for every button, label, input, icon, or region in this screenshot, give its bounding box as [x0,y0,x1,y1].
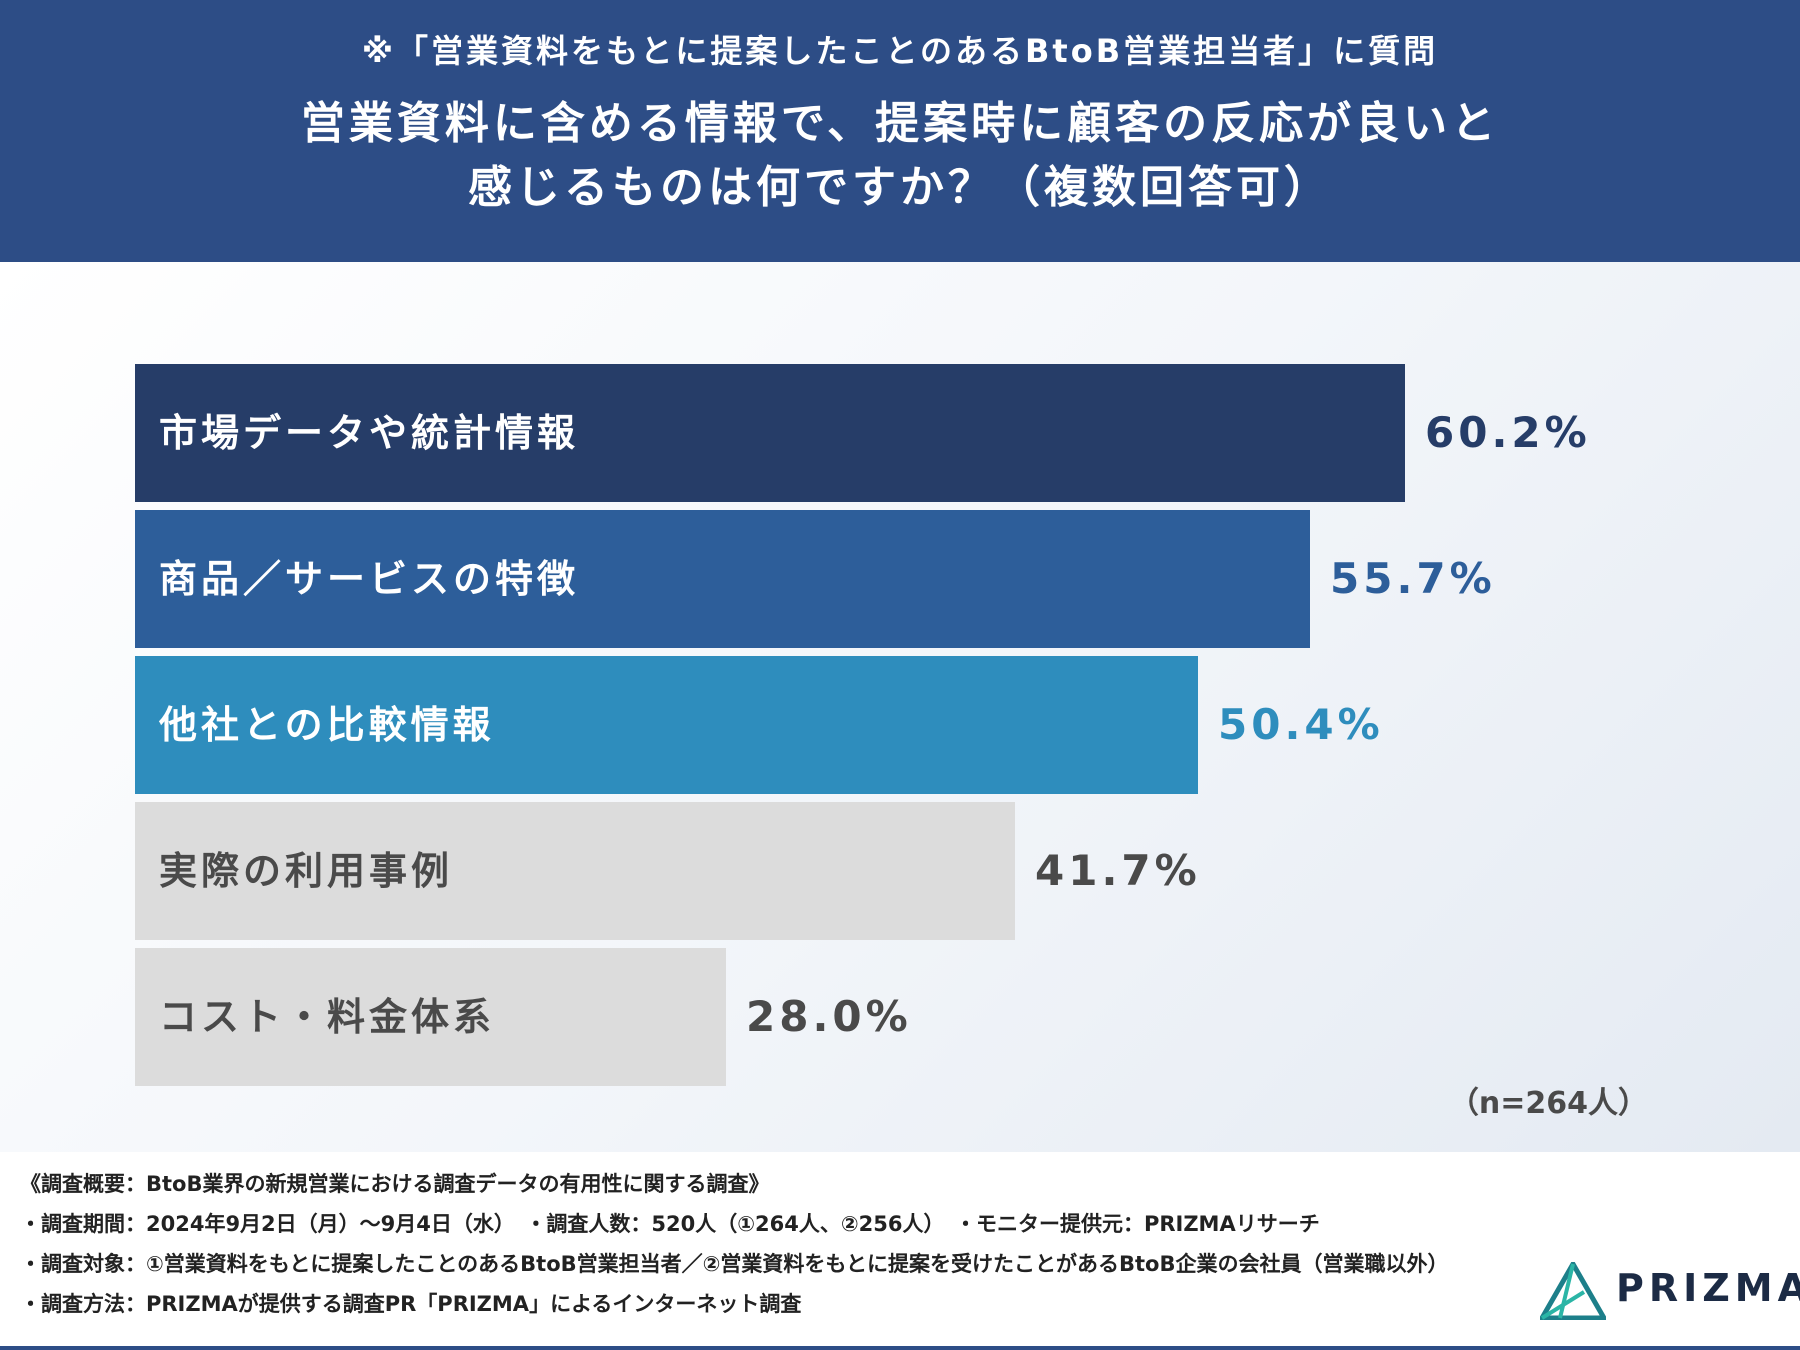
bar-value-2: 55.7% [1330,554,1496,603]
survey-target: ・調査対象：①営業資料をもとに提案したことのあるBtoB営業担当者／②営業資料を… [20,1252,1449,1276]
chart-title-line-1: 営業資料に含める情報で、提案時に顧客の反応が良いと [300,98,1500,149]
bar-value-5: 28.0% [746,992,912,1041]
chart-title: 営業資料に含める情報で、提案時に顧客の反応が良いと 感じるものは何ですか？（複数… [0,92,1800,220]
bar-label-4: 実際の利用事例 [159,849,454,893]
prizma-logo-text: PRIZMA [1616,1266,1800,1310]
sample-size-note: （n=264人） [1448,1086,1648,1121]
plot-area: 市場データや統計情報 60.2% 商品／サービスの特徴 55.7% 他社との比較情報 50… [0,262,1800,1152]
bar-4: 実際の利用事例 [135,802,1015,940]
bar-label-2: 商品／サービスの特徴 [159,557,580,601]
survey-footer: 《調査概要：BtoB業界の新規営業における調査データの有用性に関する調査》 ・調… [0,1152,1800,1350]
bar-5: コスト・料金体系 [135,948,726,1086]
bar-value-1: 60.2% [1425,408,1591,457]
bar-label-5: コスト・料金体系 [159,995,496,1039]
bar-label-1: 市場データや統計情報 [159,411,580,455]
chart-title-line-2: 感じるものは何ですか？（複数回答可） [468,162,1332,213]
bar-value-3: 50.4% [1218,700,1384,749]
bar-3: 他社との比較情報 [135,656,1198,794]
bar-1: 市場データや統計情報 [135,364,1405,502]
bar-value-4: 41.7% [1035,846,1201,895]
header-banner: ※「営業資料をもとに提案したことのあるBtoB営業担当者」に質問 営業資料に含め… [0,0,1800,262]
prizma-logo-icon [1537,1258,1609,1321]
chart-subtitle: ※「営業資料をもとに提案したことのあるBtoB営業担当者」に質問 [361,32,1439,70]
survey-period: ・調査期間：2024年9月2日（月）〜9月4日（水） ・調査人数：520人（①2… [20,1212,1320,1236]
bar-label-3: 他社との比較情報 [159,703,495,747]
survey-method: ・調査方法：PRIZMAが提供する調査PR「PRIZMA」によるインターネット調… [20,1292,802,1316]
prizma-logo: PRIZMA [1537,1258,1800,1322]
bar-2: 商品／サービスの特徴 [135,510,1310,648]
survey-overview: 《調査概要：BtoB業界の新規営業における調査データの有用性に関する調査》 [20,1172,770,1196]
